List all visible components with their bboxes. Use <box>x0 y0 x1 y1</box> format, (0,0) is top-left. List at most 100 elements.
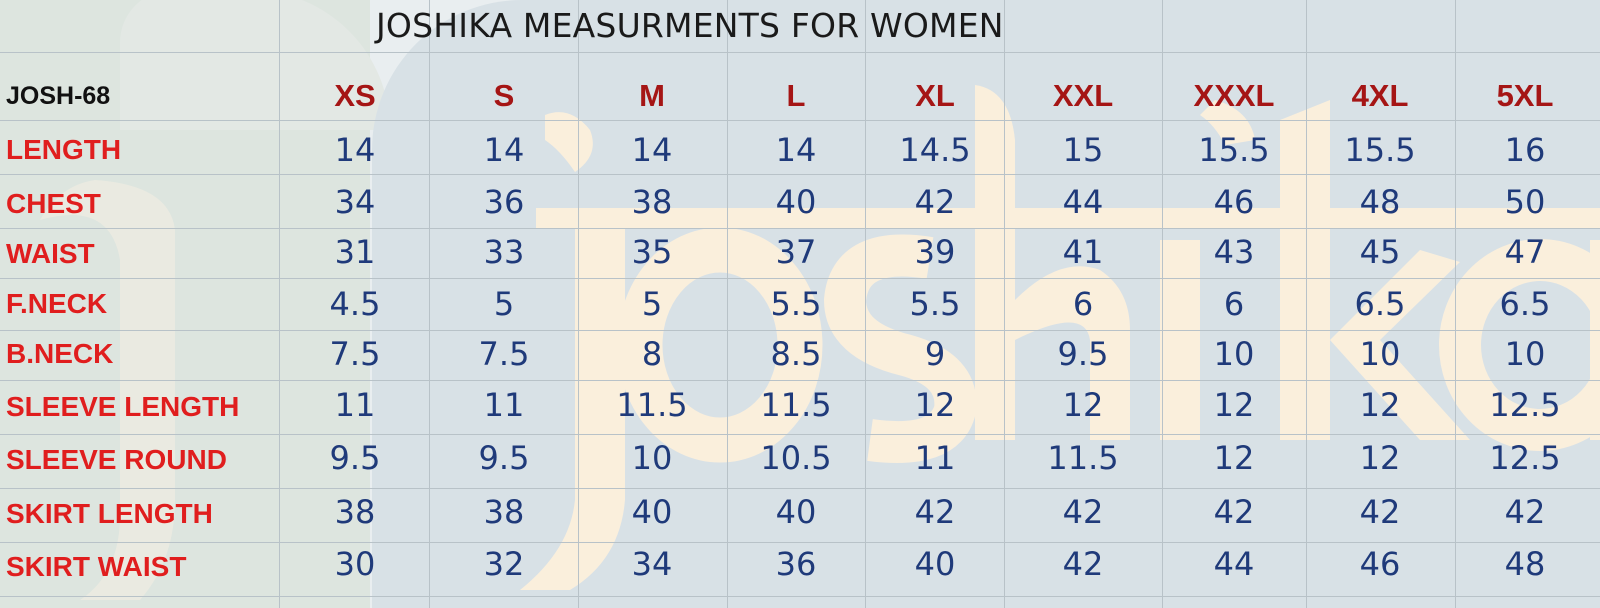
table-cell: 15.5 <box>1344 131 1416 169</box>
table-cell: 39 <box>914 233 956 271</box>
row-label-chest: CHEST <box>6 188 101 219</box>
table-cell: 42 <box>1213 493 1255 531</box>
table-cell: 40 <box>914 545 956 583</box>
grid-line <box>279 0 280 608</box>
table-cell: 32 <box>483 545 525 583</box>
table-cell: 6 <box>1072 285 1094 323</box>
table-cell: 10 <box>1359 335 1401 373</box>
size-header: 5XL <box>1496 78 1554 113</box>
table-cell: 9.5 <box>478 439 530 477</box>
table-cell: 31 <box>334 233 376 271</box>
row-label-front-neck: F.NECK <box>6 288 108 319</box>
table-cell: 15.5 <box>1198 131 1270 169</box>
table-cell: 14 <box>775 131 817 169</box>
table-cell: 43 <box>1213 233 1255 271</box>
table-cell: 11 <box>914 439 956 477</box>
size-header: M <box>639 78 665 113</box>
grid-line <box>429 0 430 608</box>
grid-line <box>0 174 1600 175</box>
table-cell: 11 <box>334 386 376 424</box>
table-cell: 12 <box>914 386 956 424</box>
size-header: XXL <box>1052 78 1114 113</box>
table-cell: 44 <box>1213 545 1255 583</box>
size-header: XL <box>915 78 955 113</box>
row-label-length: LENGTH <box>6 134 122 165</box>
table-cell: 34 <box>631 545 673 583</box>
grid-line <box>0 120 1600 121</box>
model-code-label: JOSH-68 <box>6 82 111 110</box>
table-cell: 10.5 <box>760 439 832 477</box>
grid-line <box>727 0 728 608</box>
table-cell: 40 <box>775 183 817 221</box>
table-cell: 48 <box>1504 545 1546 583</box>
grid-line <box>1004 0 1005 608</box>
size-header: 4XL <box>1351 78 1409 113</box>
table-cell: 38 <box>483 493 525 531</box>
table-cell: 16 <box>1504 131 1546 169</box>
table-cell: 41 <box>1062 233 1104 271</box>
table-cell: 42 <box>1062 545 1104 583</box>
table-cell: 6.5 <box>1499 285 1551 323</box>
row-label-sleeve-length: SLEEVE LENGTH <box>6 391 240 422</box>
table-cell: 12 <box>1213 439 1255 477</box>
grid-line <box>0 278 1600 279</box>
table-cell: 37 <box>775 233 817 271</box>
size-header: XXXL <box>1193 78 1275 113</box>
table-cell: 34 <box>334 183 376 221</box>
table-cell: 9 <box>924 335 946 373</box>
table-cell: 33 <box>483 233 525 271</box>
table-cell: 12.5 <box>1489 386 1561 424</box>
table-cell: 11.5 <box>760 386 832 424</box>
size-header: XS <box>334 78 376 113</box>
table-cell: 38 <box>334 493 376 531</box>
table-cell: 11 <box>483 386 525 424</box>
table-cell: 12 <box>1213 386 1255 424</box>
table-cell: 6.5 <box>1354 285 1406 323</box>
table-cell: 36 <box>775 545 817 583</box>
grid-line <box>0 228 1600 229</box>
table-cell: 42 <box>914 183 956 221</box>
row-label-sleeve-round: SLEEVE ROUND <box>6 444 227 475</box>
row-label-skirt-length: SKIRT LENGTH <box>6 498 213 529</box>
grid-line <box>0 596 1600 597</box>
table-cell: 14.5 <box>899 131 971 169</box>
table-cell: 47 <box>1504 233 1546 271</box>
page-title: JOSHIKA MEASURMENTS FOR WOMEN <box>376 6 1004 45</box>
grid-line <box>578 0 579 608</box>
table-cell: 9.5 <box>329 439 381 477</box>
table-cell: 4.5 <box>329 285 381 323</box>
table-cell: 35 <box>631 233 673 271</box>
row-label-back-neck: B.NECK <box>6 338 114 369</box>
grid-line <box>1455 0 1456 608</box>
table-cell: 12 <box>1359 386 1401 424</box>
grid-line <box>1162 0 1163 608</box>
grid-line <box>0 434 1600 435</box>
table-cell: 5.5 <box>770 285 822 323</box>
table-cell: 45 <box>1359 233 1401 271</box>
table-cell: 10 <box>1504 335 1546 373</box>
table-cell: 12 <box>1062 386 1104 424</box>
table-cell: 11.5 <box>616 386 688 424</box>
table-cell: 6 <box>1223 285 1245 323</box>
grid-line <box>865 0 866 608</box>
table-cell: 44 <box>1062 183 1104 221</box>
table-cell: 10 <box>1213 335 1255 373</box>
table-cell: 14 <box>483 131 525 169</box>
table-cell: 40 <box>631 493 673 531</box>
table-cell: 14 <box>631 131 673 169</box>
grid-line <box>0 542 1600 543</box>
table-cell: 12 <box>1359 439 1401 477</box>
grid-line <box>0 380 1600 381</box>
table-cell: 30 <box>334 545 376 583</box>
table-cell: 42 <box>1062 493 1104 531</box>
table-cell: 46 <box>1213 183 1255 221</box>
table-cell: 5 <box>493 285 515 323</box>
table-cell: 42 <box>914 493 956 531</box>
size-header: S <box>493 78 515 113</box>
table-cell: 12.5 <box>1489 439 1561 477</box>
table-cell: 36 <box>483 183 525 221</box>
table-cell: 42 <box>1504 493 1546 531</box>
table-cell: 8 <box>641 335 663 373</box>
table-cell: 11.5 <box>1047 439 1119 477</box>
